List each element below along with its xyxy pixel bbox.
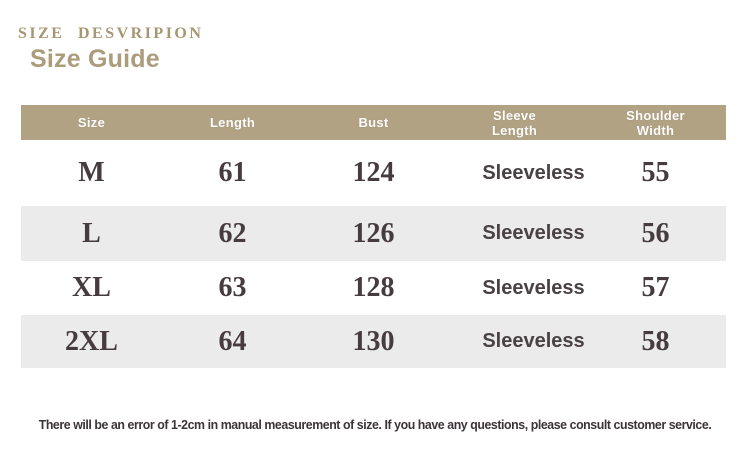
table-row-m: M 61 124 Sleeveless 55 [21,140,726,206]
column-header-size: Size [77,115,106,130]
table-row-l: L 62 126 Sleeveless 56 [21,206,726,261]
section-eyebrow: SIZE DESVRIPION [18,25,204,42]
column-header-sleeve-length: Sleeve Length [491,107,538,138]
cell-bust: 130 [352,325,395,357]
cell-bust: 126 [352,217,395,249]
cell-shoulder-width: 55 [641,157,670,188]
measurement-disclaimer-text: There will be an error of 1-2cm in manua… [38,417,712,432]
cell-bust: 128 [352,272,395,303]
cell-length: 64 [218,325,247,357]
column-header-bust: Bust [358,115,389,130]
size-table: Size Length Bust Sleeve Length Shoulder … [21,105,726,368]
page-title: Size Guide [30,45,160,73]
cell-size: L [82,217,101,249]
cell-shoulder-width: 58 [641,325,670,357]
column-header-length: Length [209,115,256,130]
cell-size: XL [72,272,111,303]
cell-shoulder-width: 56 [641,217,670,249]
cell-length: 61 [218,157,247,188]
cell-bust: 124 [352,157,395,188]
cell-sleeve-length: Sleeveless [482,222,585,244]
cell-length: 63 [218,272,247,303]
cell-size: 2XL [65,325,118,357]
cell-size: M [78,157,105,188]
measurement-disclaimer: There will be an error of 1-2cm in manua… [0,416,750,434]
cell-sleeve-length: Sleeveless [482,161,585,184]
cell-sleeve-length: Sleeveless [482,330,585,352]
table-row-xl: XL 63 128 Sleeveless 57 [21,261,726,315]
cell-sleeve-length: Sleeveless [482,276,585,299]
cell-shoulder-width: 57 [641,272,670,303]
size-table-header-row: Size Length Bust Sleeve Length Shoulder … [21,105,726,140]
table-row-2xl: 2XL 64 130 Sleeveless 58 [21,315,726,368]
column-header-shoulder-width: Shoulder Width [626,107,685,138]
cell-length: 62 [218,217,247,249]
